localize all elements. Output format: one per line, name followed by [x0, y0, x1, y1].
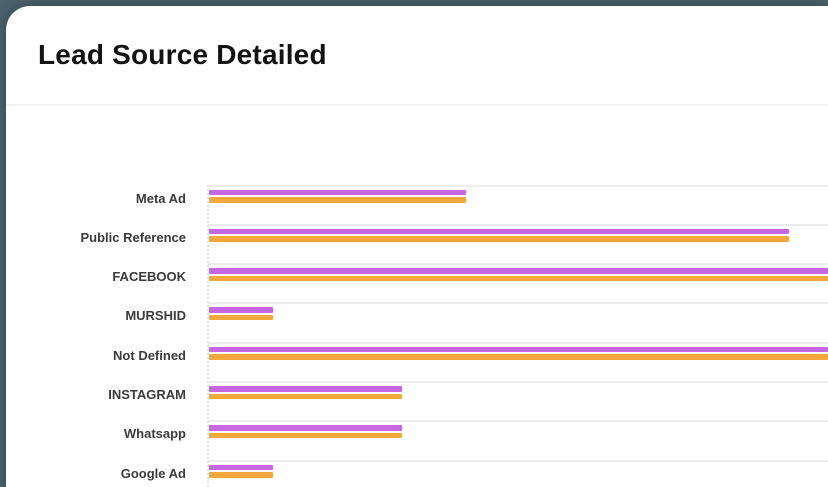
bar-orange-series-5[interactable]	[209, 393, 402, 399]
bar-purple-series-5[interactable]	[209, 386, 402, 392]
bar-orange-series-3[interactable]	[209, 314, 273, 321]
bar-purple-series-7[interactable]	[209, 464, 273, 471]
gridline	[208, 420, 828, 423]
category-label: Google Ad	[120, 465, 186, 481]
category-label: FACEBOOK	[112, 269, 186, 285]
chart-card: Lead Source Detailed Meta Ad Public Refer…	[6, 6, 828, 487]
category-label: Whatsapp	[123, 426, 186, 442]
gridline	[208, 263, 828, 266]
bar-purple-series-3[interactable]	[209, 307, 273, 313]
bar-orange-series-4[interactable]	[209, 354, 828, 360]
category-label: MURSHID	[125, 308, 186, 324]
category-label: INSTAGRAM	[108, 387, 186, 402]
bar-orange-series-0[interactable]	[209, 197, 466, 203]
card-header: Lead Source Detailed	[6, 6, 828, 106]
lead-source-bar-chart: Meta Ad Public Reference FACEBOOK MURSHID No…	[6, 6, 828, 487]
bar-orange-series-1[interactable]	[209, 236, 789, 242]
gridline	[208, 341, 828, 344]
category-label: Public Reference	[80, 229, 187, 245]
gridline	[208, 184, 828, 187]
gridline	[208, 223, 828, 226]
bar-orange-series-6[interactable]	[209, 432, 402, 439]
bar-purple-series-4[interactable]	[209, 346, 828, 353]
bar-purple-series-2[interactable]	[209, 268, 828, 274]
bar-purple-series-1[interactable]	[209, 228, 789, 235]
gridline	[208, 302, 828, 305]
bar-orange-series-7[interactable]	[209, 472, 273, 478]
category-label: Not Defined	[113, 347, 186, 363]
page-title: Lead Source Detailed	[38, 39, 327, 70]
y-axis-line	[207, 185, 209, 487]
gridline	[208, 459, 828, 462]
category-label: Meta Ad	[135, 190, 186, 206]
gridline	[208, 381, 828, 383]
bar-purple-series-6[interactable]	[209, 425, 402, 431]
bar-purple-series-0[interactable]	[209, 189, 466, 195]
bar-orange-series-2[interactable]	[209, 275, 828, 282]
